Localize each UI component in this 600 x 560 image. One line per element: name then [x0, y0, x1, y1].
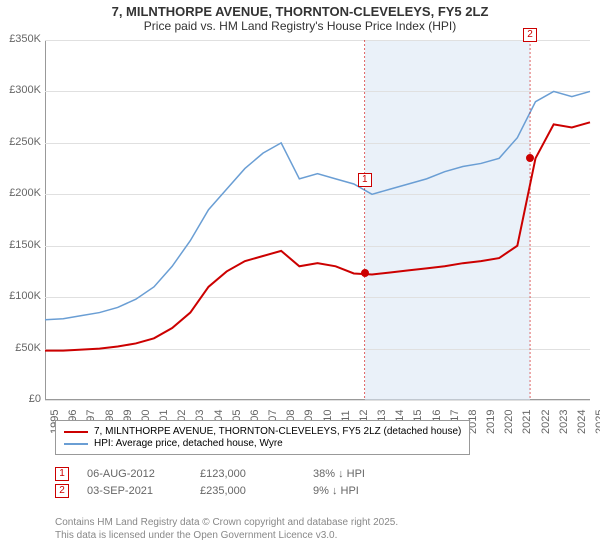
- footer-line-1: Contains HM Land Registry data © Crown c…: [55, 516, 398, 529]
- legend-swatch: [64, 431, 88, 433]
- marker-box-2: 2: [523, 28, 537, 42]
- transaction-price: £235,000: [200, 485, 295, 497]
- chart-container: 7, MILNTHORPE AVENUE, THORNTON-CLEVELEYS…: [0, 0, 600, 560]
- marker-box-1: 1: [358, 173, 372, 187]
- transaction-date: 03-SEP-2021: [87, 485, 182, 497]
- series-hpi: [45, 91, 590, 319]
- transaction-delta: 38% ↓ HPI: [313, 468, 408, 480]
- transaction-date: 06-AUG-2012: [87, 468, 182, 480]
- transaction-table: 1 06-AUG-2012 £123,000 38% ↓ HPI 2 03-SEP-202…: [55, 464, 408, 501]
- legend: 7, MILNTHORPE AVENUE, THORNTON-CLEVELEYS…: [55, 420, 470, 455]
- footer-line-2: This data is licensed under the Open Gov…: [55, 529, 398, 542]
- legend-swatch: [64, 443, 88, 445]
- transaction-price: £123,000: [200, 468, 295, 480]
- legend-label: 7, MILNTHORPE AVENUE, THORNTON-CLEVELEYS…: [94, 426, 461, 437]
- transaction-row: 1 06-AUG-2012 £123,000 38% ↓ HPI: [55, 467, 408, 481]
- transaction-delta: 9% ↓ HPI: [313, 485, 408, 497]
- legend-label: HPI: Average price, detached house, Wyre: [94, 438, 283, 449]
- footer-attribution: Contains HM Land Registry data © Crown c…: [55, 516, 398, 542]
- transaction-row: 2 03-SEP-2021 £235,000 9% ↓ HPI: [55, 484, 408, 498]
- legend-row: HPI: Average price, detached house, Wyre: [64, 438, 461, 449]
- transaction-marker: 2: [55, 484, 69, 498]
- transaction-marker: 1: [55, 467, 69, 481]
- legend-row: 7, MILNTHORPE AVENUE, THORNTON-CLEVELEYS…: [64, 426, 461, 437]
- series-property: [45, 122, 590, 350]
